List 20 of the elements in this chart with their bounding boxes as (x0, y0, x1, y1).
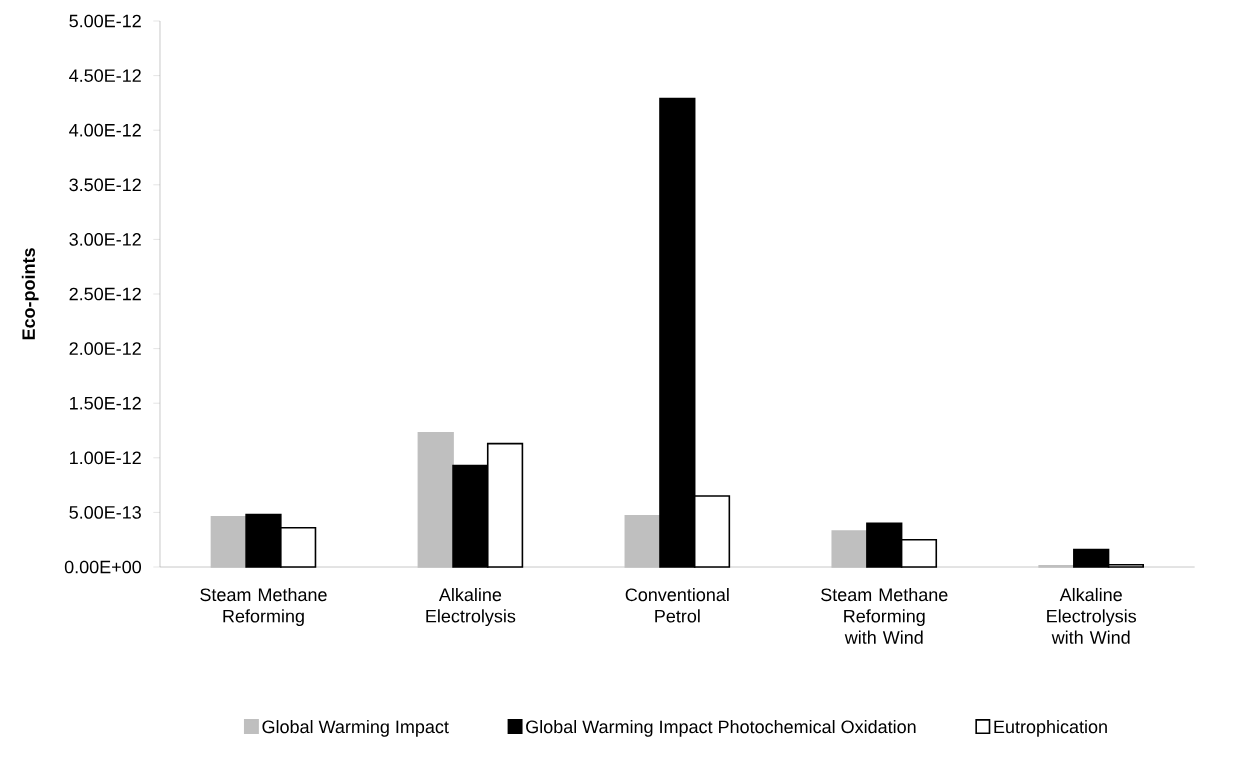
y-tick-label: 5.00E-12 (69, 14, 141, 28)
legend-label: Global Warming Impact Photochemical Oxidation (526, 719, 916, 737)
y-tick-label: 4.50E-12 (69, 69, 141, 82)
y-tick-label: 1.50E-12 (70, 396, 141, 410)
x-tick-label: Steam Methane Reforming (200, 587, 327, 627)
y-tick-label: 3.50E-12 (69, 178, 141, 192)
y-tick-label: 2.00E-12 (69, 342, 141, 355)
y-tick-label: 1.00E-12 (70, 451, 141, 465)
x-tick-label: Steam Methane Reforming with Wind (821, 587, 948, 644)
x-tick-label: Alkaline Electrolysis with Wind (1047, 587, 1137, 644)
y-tick-label: 2.50E-12 (69, 287, 141, 301)
legend-label: Global Warming Impact (262, 719, 449, 737)
legend-label: Eutrophication (994, 719, 1107, 737)
x-tick-label: Alkaline Electrolysis (426, 587, 516, 627)
y-tick-label: 4.00E-12 (69, 123, 141, 137)
y-axis-title: Eco-points (21, 248, 39, 340)
x-tick-label: Conventional Petrol (625, 587, 729, 623)
y-tick-label: 0.00E+00 (64, 560, 142, 574)
y-tick-label: 5.00E-13 (69, 506, 141, 519)
y-tick-label: 3.00E-12 (69, 233, 141, 246)
